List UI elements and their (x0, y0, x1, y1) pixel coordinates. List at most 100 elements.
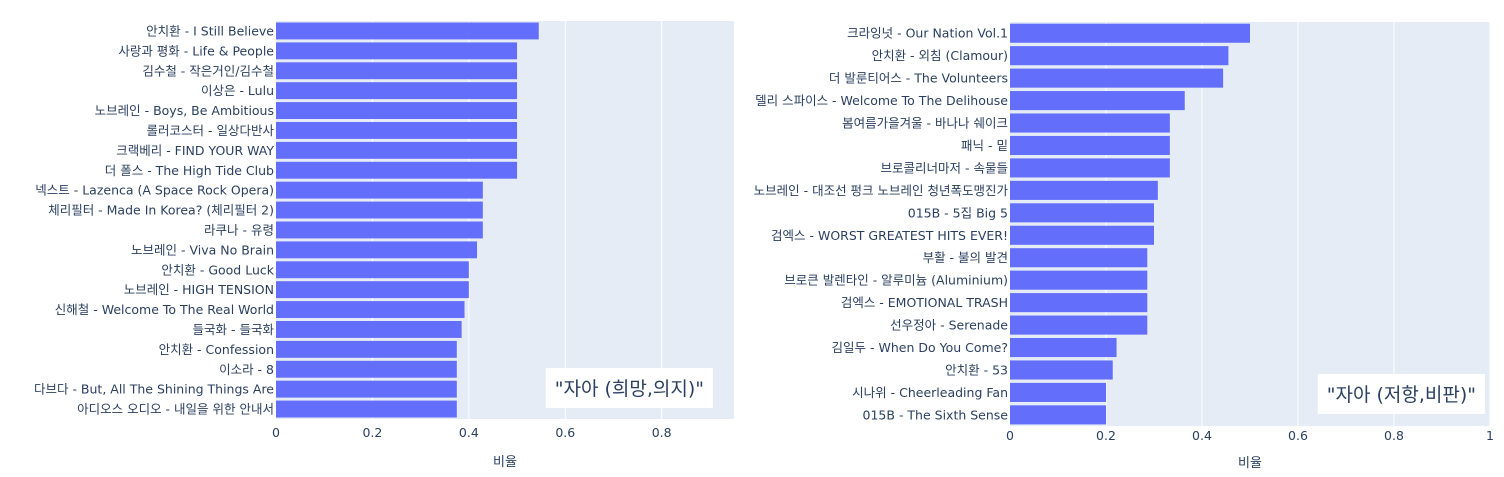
bar (276, 261, 469, 279)
bar (276, 221, 483, 239)
category-label: 안치환 - 외침 (Clamour) (872, 48, 1008, 63)
bar (1010, 382, 1106, 402)
bar (1010, 360, 1113, 380)
bar (276, 201, 483, 219)
category-label: 더 폴스 - The High Tide Club (105, 163, 274, 178)
bar (276, 301, 465, 319)
category-label: 검엑스 - EMOTIONAL TRASH (841, 295, 1008, 310)
category-label: 김수철 - 작은거인/김수철 (142, 63, 274, 78)
bar (276, 82, 518, 100)
category-label: 선우정아 - Serenade (890, 318, 1008, 333)
bar (1010, 270, 1148, 290)
bar (1010, 46, 1229, 66)
category-label: 노브레인 - Viva No Brain (131, 242, 274, 257)
category-label: 아디오스 오디오 - 내일을 위한 안내서 (77, 402, 274, 417)
x-tick-label: 0 (1006, 428, 1014, 443)
category-label: 안치환 - Good Luck (161, 262, 274, 277)
chart-right: 크라잉넛 - Our Nation Vol.1 안치환 - 외침 (Clamour… (752, 0, 1504, 477)
annotation-box (545, 368, 713, 408)
category-label: 이소라 - 8 (219, 362, 274, 377)
annotation-text: "자아 (저항,비판)" (1327, 384, 1476, 406)
x-axis-title: 비율 (493, 455, 517, 470)
bar (276, 161, 518, 179)
category-label: 이상은 - Lulu (201, 83, 274, 98)
category-label: 시나위 - Cheerleading Fan (852, 385, 1008, 400)
chart-left: 안치환 - I Still Believe 사랑과 평화 - Life & Peo… (34, 21, 734, 470)
category-label: 015B - 5집 Big 5 (908, 205, 1008, 220)
category-label: 봄여름가을겨울 - 바나나 쉐이크 (842, 116, 1008, 131)
bar (276, 400, 457, 418)
bar (1010, 225, 1154, 245)
category-label: 롤러코스터 - 일상다반사 (147, 123, 275, 138)
category-label: 사랑과 평화 - Life & People (118, 43, 274, 58)
category-label: 안치환 - 53 (945, 362, 1008, 377)
bar (1010, 337, 1117, 358)
bar (276, 340, 457, 358)
x-tick-label: 0 (272, 425, 280, 440)
x-tick-label: 0.4 (459, 425, 479, 440)
x-tick-label: 0.6 (1288, 428, 1308, 443)
annotation-box (1317, 374, 1485, 414)
bar (1010, 315, 1148, 335)
bar (276, 241, 478, 259)
category-label: 안치환 - Confession (159, 342, 274, 357)
category-label: 노브레인 - 대조선 펑크 노브레인 청년폭도맹진가 (754, 183, 1009, 198)
bar (1010, 405, 1106, 425)
plot-area (1010, 22, 1490, 427)
category-label: 크라잉넛 - Our Nation Vol.1 (847, 26, 1008, 41)
bar (276, 141, 518, 159)
x-tick-label: 0.2 (1096, 428, 1116, 443)
category-label: 라쿠나 - 유령 (204, 222, 274, 237)
bar (1010, 293, 1148, 313)
category-label: 안치환 - I Still Believe (146, 23, 274, 38)
category-label: 브로큰 발렌타인 - 알루미늄 (Aluminium) (784, 273, 1008, 288)
bar (276, 102, 518, 120)
category-label: 체리필터 - Made In Korea? (체리필터 2) (48, 203, 274, 218)
bar (1010, 180, 1158, 200)
plot-area (276, 21, 734, 419)
category-label: 들국화 - 들국화 (193, 322, 275, 337)
bar (1010, 203, 1154, 223)
bar (276, 281, 469, 299)
category-label: 김일두 - When Do You Come? (832, 340, 1008, 355)
category-label: 다브다 - But, All The Shining Things Are (34, 382, 274, 397)
category-label: 노브레인 - Boys, Be Ambitious (95, 103, 274, 118)
category-label: 패닉 - 밑 (961, 138, 1008, 153)
bar (1010, 248, 1148, 268)
category-label: 부활 - 불의 발견 (923, 250, 1008, 265)
bar (1010, 68, 1224, 88)
bar (276, 320, 462, 338)
category-label: 015B - The Sixth Sense (863, 407, 1009, 422)
category-label: 더 발룬티어스 - The Volunteers (829, 71, 1008, 86)
annotation-text: "자아 (희망,의지)" (555, 378, 704, 400)
bar (1010, 135, 1170, 156)
category-label: 신해철 - Welcome To The Real World (55, 302, 274, 317)
x-tick-label: 0.6 (555, 425, 575, 440)
x-tick-label: 0.4 (1192, 428, 1212, 443)
bar (1010, 158, 1170, 178)
bar (276, 380, 457, 398)
chart-left-svg: 안치환 - I Still Believe 사랑과 평화 - Life & Peo… (34, 21, 734, 470)
annotation: "자아 (저항,비판)" (1317, 374, 1485, 414)
x-tick-label: 1 (1486, 428, 1494, 443)
chart-right-svg: 크라잉넛 - Our Nation Vol.1 안치환 - 외침 (Clamour… (754, 22, 1494, 471)
bar (1010, 23, 1250, 43)
category-label: 노브레인 - HIGH TENSION (124, 282, 274, 297)
annotation: "자아 (희망,의지)" (545, 368, 713, 408)
bar (276, 360, 457, 378)
bar (1010, 113, 1170, 133)
bar (276, 121, 518, 139)
x-tick-label: 0.8 (652, 425, 672, 440)
bar (276, 42, 518, 60)
bar (276, 22, 539, 40)
x-tick-label: 0.2 (362, 425, 382, 440)
category-label: 크랙베리 - FIND YOUR WAY (116, 143, 274, 158)
category-label: 델리 스파이스 - Welcome To The Delihouse (755, 93, 1008, 108)
bar (276, 181, 483, 199)
bar (1010, 91, 1185, 111)
x-axis-title: 비율 (1238, 456, 1262, 471)
bar (276, 62, 518, 80)
category-label: 넥스트 - Lazenca (A Space Rock Opera) (35, 183, 274, 198)
category-label: 브로콜리너마저 - 속물들 (881, 160, 1008, 175)
category-label: 검엑스 - WORST GREATEST HITS EVER! (771, 228, 1008, 243)
